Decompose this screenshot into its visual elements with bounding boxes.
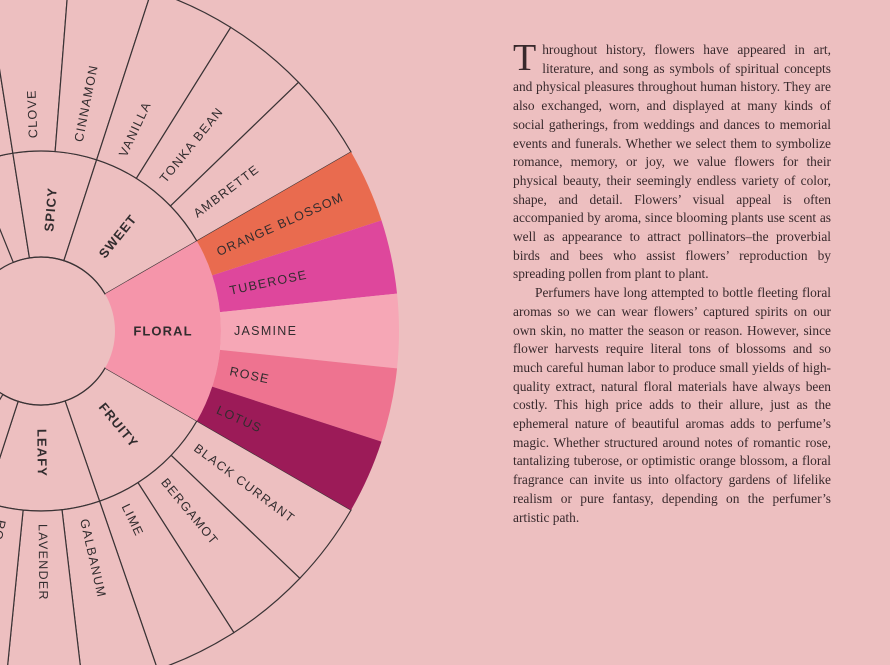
wheel-category-label-floral: FLORAL bbox=[133, 324, 192, 339]
wheel-note-tuberose bbox=[212, 220, 398, 313]
wheel-note-lime bbox=[98, 481, 235, 665]
wheel-note-ro bbox=[0, 505, 24, 665]
drop-cap: T bbox=[513, 37, 537, 79]
wheel-category-label-leafy: LEAFY bbox=[34, 429, 49, 477]
paragraph-1-text: hroughout history, flowers have appeared… bbox=[513, 42, 831, 282]
wheel-category-label-spicy: SPICY bbox=[41, 187, 59, 233]
wheel-note-label-lavender: LAVENDER bbox=[36, 524, 51, 601]
wheel-note-label-jasmine: JASMINE bbox=[234, 324, 297, 338]
wheel-note-clove bbox=[0, 0, 68, 154]
paragraph-2: Perfumers have long attempted to bottle … bbox=[513, 285, 831, 525]
wheel-note-label-clove: CLOVE bbox=[25, 89, 41, 138]
wheel-note-cinnamon bbox=[54, 0, 150, 161]
wheel-note-lotus bbox=[196, 386, 382, 510]
wheel-category-floral bbox=[105, 241, 221, 421]
wheel-note-rose bbox=[212, 349, 398, 442]
wheel-note-jasmine bbox=[220, 293, 399, 369]
wheel-note-orange-blossom bbox=[196, 152, 382, 276]
wheel-hub bbox=[0, 256, 106, 406]
wheel-note-label-ro: RO bbox=[0, 518, 8, 542]
